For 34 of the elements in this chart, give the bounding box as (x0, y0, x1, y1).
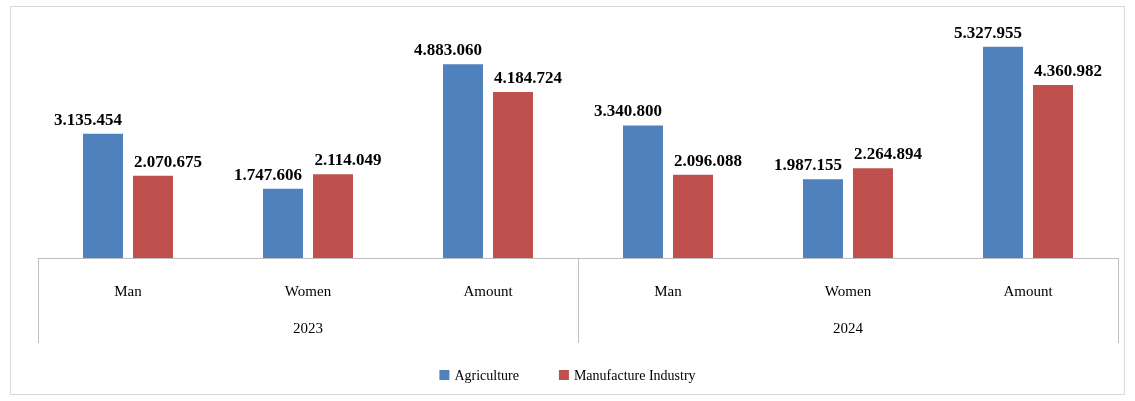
data-label: 1.987.155 (774, 155, 842, 175)
data-label: 2.114.049 (314, 150, 382, 170)
bar (313, 174, 353, 258)
x-tick-label: Women (284, 282, 332, 299)
bar (803, 179, 843, 258)
data-label: 2.096.088 (674, 150, 742, 170)
bar (133, 175, 173, 258)
bar (1033, 85, 1073, 258)
data-label: 5.327.955 (954, 22, 1022, 42)
data-label: 2.070.675 (134, 151, 202, 171)
legend-label: Manufacture Industry (573, 367, 696, 383)
x-tick-label: Amount (1003, 282, 1054, 299)
data-label: 4.360.982 (1034, 61, 1102, 81)
data-label: 4.184.724 (494, 68, 563, 88)
data-label: 1.747.606 (234, 164, 302, 184)
x-tick-label: Man (654, 282, 683, 299)
bar (443, 64, 483, 258)
data-label: 2.264.894 (854, 144, 923, 164)
x-tick-label: Amount (463, 282, 514, 299)
data-label: 3.340.800 (594, 101, 662, 121)
bar (673, 174, 713, 258)
x-tick-label: Women (824, 282, 872, 299)
x-tick-label: Man (114, 282, 143, 299)
bar (263, 188, 303, 258)
text: 2023 (293, 319, 323, 336)
legend-label: Agriculture (454, 367, 519, 383)
data-label: 4.883.060 (414, 40, 482, 60)
bar (853, 168, 893, 258)
bar (493, 92, 533, 258)
bar (83, 133, 123, 258)
bar (623, 125, 663, 258)
text: 2024 (833, 319, 864, 336)
data-label: 3.135.454 (54, 109, 123, 129)
bar (983, 46, 1023, 258)
